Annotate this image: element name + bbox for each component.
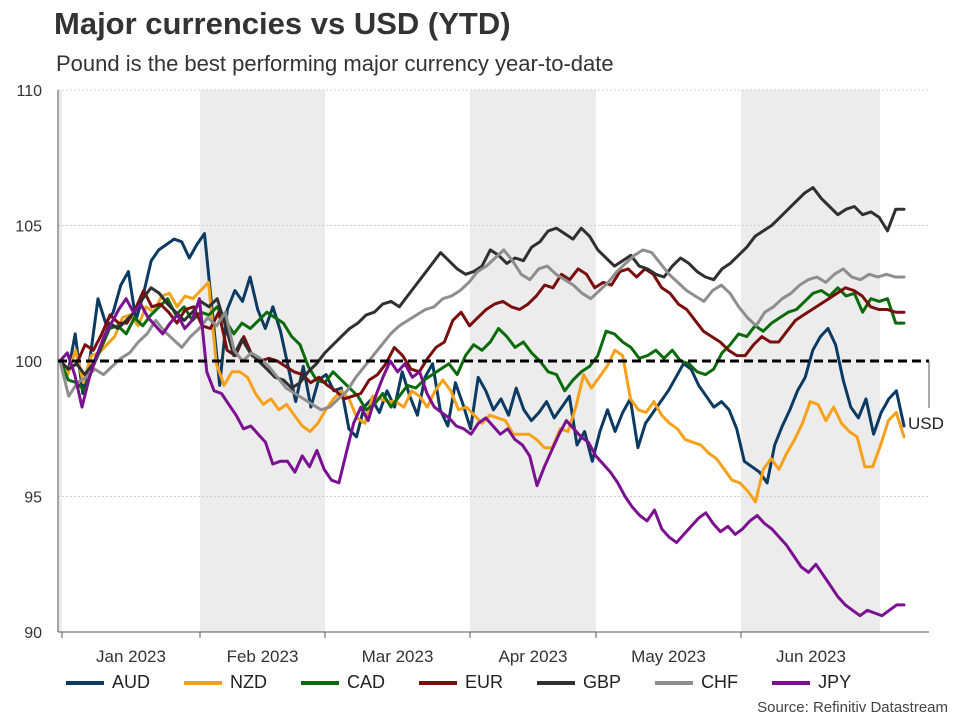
- legend-swatch: [772, 680, 811, 685]
- chart-title: Major currencies vs USD (YTD): [54, 6, 511, 41]
- baseline-label: USD: [908, 414, 944, 433]
- x-tick-label: Feb 2023: [227, 647, 299, 666]
- y-tick-label: 95: [24, 490, 42, 507]
- legend-swatch: [184, 680, 223, 685]
- series-line-nzd: [58, 280, 906, 504]
- legend-item-jpy: JPY: [772, 672, 851, 693]
- legend-item-nzd: NZD: [184, 672, 267, 693]
- legend-item-cad: CAD: [301, 672, 385, 693]
- legend-label: CAD: [347, 672, 386, 692]
- series-line-chf: [58, 248, 906, 412]
- legend-label: AUD: [112, 672, 151, 692]
- y-tick-label: 90: [24, 625, 42, 642]
- legend-item-gbp: GBP: [537, 672, 621, 693]
- x-tick-label: May 2023: [631, 647, 706, 666]
- legend-label: JPY: [818, 672, 852, 692]
- shaded-month-band: [470, 90, 596, 632]
- x-tick-label: Apr 2023: [499, 647, 568, 666]
- source-note: Source: Refinitiv Datastream: [757, 699, 948, 716]
- legend: AUD NZD CAD EUR GBP CHF JPY: [66, 672, 885, 693]
- legend-label: NZD: [230, 672, 268, 692]
- x-tick-label: Jun 2023: [776, 647, 846, 666]
- legend-item-aud: AUD: [66, 672, 150, 693]
- legend-label: GBP: [583, 672, 622, 692]
- series-line-aud: [58, 232, 906, 485]
- series-lines: [58, 186, 906, 618]
- legend-swatch: [419, 680, 458, 685]
- chart-subtitle: Pound is the best performing major curre…: [56, 51, 614, 76]
- legend-swatch: [655, 680, 694, 685]
- y-tick-label: 100: [15, 354, 42, 371]
- usd-baseline: USD: [58, 359, 944, 433]
- legend-label: EUR: [465, 672, 504, 692]
- y-tick-label: 110: [16, 83, 42, 100]
- legend-item-chf: CHF: [655, 672, 738, 693]
- x-tick-label: Jan 2023: [96, 647, 166, 666]
- legend-swatch: [66, 680, 104, 685]
- y-tick-label: 105: [15, 219, 42, 236]
- gridlines: [58, 89, 929, 497]
- x-tick-label: Mar 2023: [362, 647, 434, 666]
- series-line-jpy: [58, 297, 906, 618]
- legend-item-eur: EUR: [419, 672, 503, 693]
- legend-swatch: [301, 680, 340, 685]
- legend-swatch: [537, 680, 576, 685]
- legend-label: CHF: [701, 672, 739, 692]
